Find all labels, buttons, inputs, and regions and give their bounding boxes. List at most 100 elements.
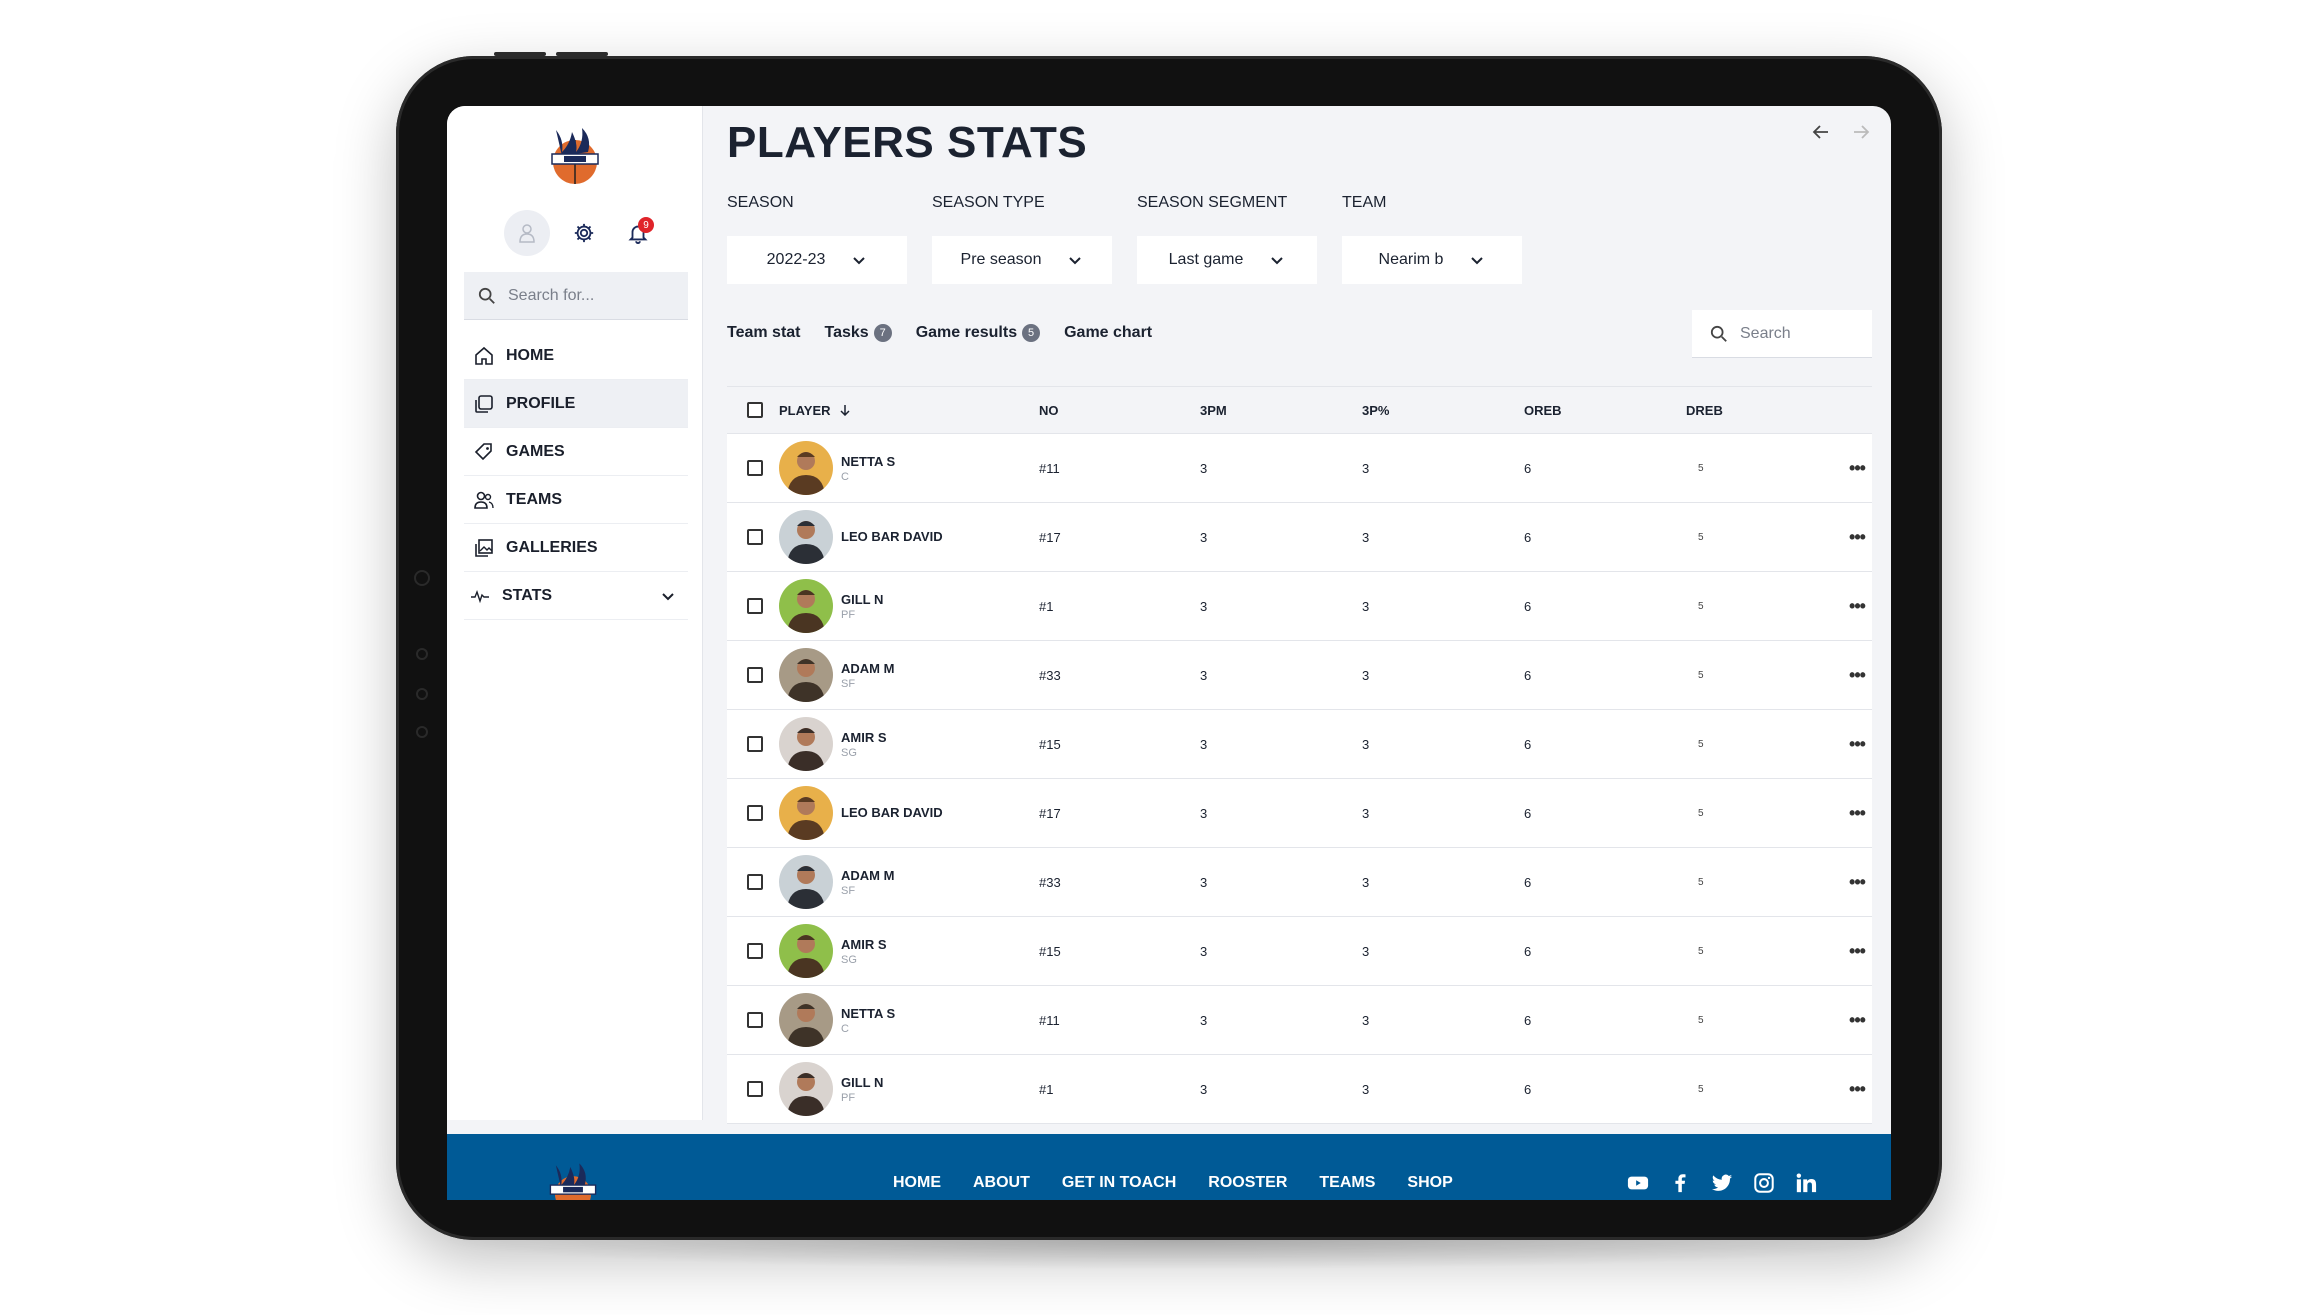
sidebar-search-input[interactable]: Search for... xyxy=(464,272,688,320)
table-row[interactable]: ADAM M SF #33 3 3 6 5 ••• xyxy=(727,641,1872,710)
sidebar-item-games[interactable]: GAMES xyxy=(464,428,688,476)
users-icon xyxy=(474,491,494,509)
arrow-left-icon[interactable] xyxy=(1811,122,1831,142)
column-header-no[interactable]: NO xyxy=(1039,402,1059,418)
chevron-down-icon[interactable] xyxy=(660,588,676,604)
tab-game-chart[interactable]: Game chart xyxy=(1064,324,1152,342)
instagram-icon[interactable] xyxy=(1753,1172,1775,1194)
tab-tasks[interactable]: Tasks 7 xyxy=(825,324,892,342)
more-options-icon[interactable]: ••• xyxy=(1849,1078,1866,1099)
cell-dreb: 5 xyxy=(1698,945,1704,957)
more-options-icon[interactable]: ••• xyxy=(1849,802,1866,823)
tab-team-stat[interactable]: Team stat xyxy=(727,324,801,342)
player-name[interactable]: LEO BAR DAVID xyxy=(841,804,943,820)
row-checkbox[interactable] xyxy=(747,1081,763,1097)
more-options-icon[interactable]: ••• xyxy=(1849,1009,1866,1030)
sort-arrow-down-icon[interactable] xyxy=(839,404,851,416)
column-header-oreb[interactable]: OREB xyxy=(1524,402,1562,418)
twitter-icon[interactable] xyxy=(1711,1172,1733,1194)
row-checkbox[interactable] xyxy=(747,943,763,959)
table-row[interactable]: NETTA S C #11 3 3 6 5 ••• xyxy=(727,986,1872,1055)
column-header-dreb[interactable]: DREB xyxy=(1686,402,1723,418)
season-label: SEASON xyxy=(727,194,794,211)
footer-link-shop[interactable]: SHOP xyxy=(1407,1174,1453,1191)
cell-3p-pct: 3 xyxy=(1362,598,1370,614)
more-options-icon[interactable]: ••• xyxy=(1849,940,1866,961)
row-checkbox[interactable] xyxy=(747,736,763,752)
sidebar-item-home[interactable]: HOME xyxy=(464,332,688,380)
table-row[interactable]: GILL N PF #1 3 3 6 5 ••• xyxy=(727,572,1872,641)
more-options-icon[interactable]: ••• xyxy=(1849,871,1866,892)
player-name[interactable]: LEO BAR DAVID xyxy=(841,528,943,544)
tablet-button xyxy=(556,52,608,56)
linkedin-icon[interactable] xyxy=(1795,1172,1817,1194)
row-checkbox[interactable] xyxy=(747,529,763,545)
more-options-icon[interactable]: ••• xyxy=(1849,733,1866,754)
player-name[interactable]: ADAM M xyxy=(841,867,895,883)
player-position: SF xyxy=(841,884,856,897)
tab-label: Game chart xyxy=(1064,324,1153,341)
more-options-icon[interactable]: ••• xyxy=(1849,664,1866,685)
footer-link-about[interactable]: ABOUT xyxy=(973,1174,1030,1191)
row-checkbox[interactable] xyxy=(747,598,763,614)
season-type-select[interactable]: Pre season xyxy=(932,236,1112,284)
season-segment-value: Last game xyxy=(1168,251,1244,268)
table-row[interactable]: ADAM M SF #33 3 3 6 5 ••• xyxy=(727,848,1872,917)
table-search-input[interactable]: Search xyxy=(1692,310,1872,358)
table-row[interactable]: LEO BAR DAVID #17 3 3 6 5 ••• xyxy=(727,779,1872,848)
user-avatar[interactable] xyxy=(504,210,550,256)
column-header-player[interactable]: PLAYER xyxy=(779,403,1039,418)
row-checkbox[interactable] xyxy=(747,1012,763,1028)
row-checkbox[interactable] xyxy=(747,667,763,683)
select-all-checkbox[interactable] xyxy=(747,402,763,418)
footer-logo[interactable] xyxy=(543,1158,603,1200)
cell-3pm: 3 xyxy=(1200,529,1208,545)
cell-dreb: 5 xyxy=(1698,462,1704,474)
notifications-button[interactable]: 9 xyxy=(618,213,658,253)
sidebar-item-profile[interactable]: PROFILE xyxy=(464,380,688,428)
team-select[interactable]: Nearim b xyxy=(1342,236,1522,284)
sidebar-item-galleries[interactable]: GALLERIES xyxy=(464,524,688,572)
table-row[interactable]: AMIR S SG #15 3 3 6 5 ••• xyxy=(727,710,1872,779)
cell-dreb: 5 xyxy=(1698,669,1704,681)
sidebar-item-teams[interactable]: TEAMS xyxy=(464,476,688,524)
footer-link-teams[interactable]: TEAMS xyxy=(1319,1174,1376,1191)
facebook-icon[interactable] xyxy=(1669,1172,1691,1194)
table-row[interactable]: GILL N PF #1 3 3 6 5 ••• xyxy=(727,1055,1872,1124)
settings-button[interactable] xyxy=(564,213,604,253)
footer-link-home[interactable]: HOME xyxy=(893,1174,941,1191)
column-header-3p-pct[interactable]: 3P% xyxy=(1362,402,1390,418)
sidebar-item-stats[interactable]: STATS xyxy=(464,572,688,620)
footer-link-rooster[interactable]: ROOSTER xyxy=(1208,1174,1288,1191)
season-select[interactable]: 2022-23 xyxy=(727,236,907,284)
cell-oreb: 6 xyxy=(1524,460,1532,476)
youtube-icon[interactable] xyxy=(1627,1172,1649,1194)
row-checkbox[interactable] xyxy=(747,805,763,821)
column-header-3pm[interactable]: 3PM xyxy=(1200,402,1227,418)
table-body: NETTA S C #11 3 3 6 5 ••• xyxy=(727,434,1872,1124)
player-name[interactable]: AMIR S xyxy=(841,729,887,745)
sidebar-item-label: PROFILE xyxy=(506,394,576,412)
footer-link-contact[interactable]: GET IN TOACH xyxy=(1061,1174,1177,1191)
player-name[interactable]: NETTA S xyxy=(841,1005,896,1021)
player-name[interactable]: GILL N xyxy=(841,591,884,607)
player-avatar xyxy=(779,717,833,771)
tab-game-results[interactable]: Game results 5 xyxy=(916,324,1041,342)
table-row[interactable]: AMIR S SG #15 3 3 6 5 ••• xyxy=(727,917,1872,986)
team-logo[interactable] xyxy=(542,122,608,188)
arrow-right-icon[interactable] xyxy=(1851,122,1871,142)
row-checkbox[interactable] xyxy=(747,874,763,890)
sidebar-nav: HOME PROFILE GAMES TEAMS GALLERIES xyxy=(464,332,688,620)
player-name[interactable]: GILL N xyxy=(841,1074,884,1090)
season-segment-select[interactable]: Last game xyxy=(1137,236,1317,284)
more-options-icon[interactable]: ••• xyxy=(1849,457,1866,478)
player-name[interactable]: ADAM M xyxy=(841,660,895,676)
table-row[interactable]: LEO BAR DAVID #17 3 3 6 5 ••• xyxy=(727,503,1872,572)
player-name[interactable]: AMIR S xyxy=(841,936,887,952)
row-checkbox[interactable] xyxy=(747,460,763,476)
more-options-icon[interactable]: ••• xyxy=(1849,595,1866,616)
player-name[interactable]: NETTA S xyxy=(841,453,896,469)
cell-3p-pct: 3 xyxy=(1362,529,1370,545)
more-options-icon[interactable]: ••• xyxy=(1849,526,1866,547)
table-row[interactable]: NETTA S C #11 3 3 6 5 ••• xyxy=(727,434,1872,503)
